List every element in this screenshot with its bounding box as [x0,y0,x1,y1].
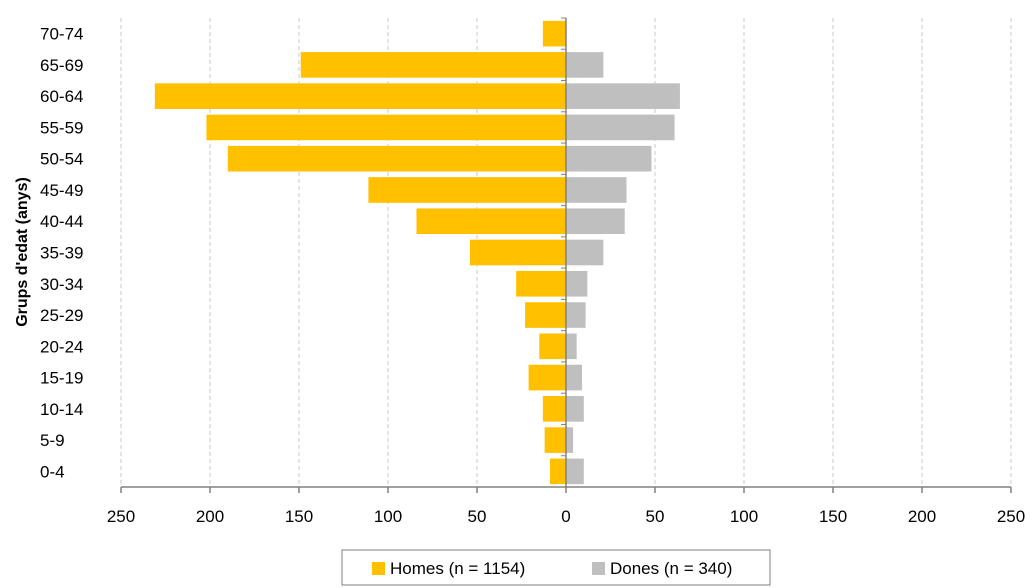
y-tick-label: 60-64 [40,87,83,106]
y-tick-label: 35-39 [40,244,83,263]
bar-dones-45-49 [566,177,627,203]
bar-dones-15-19 [566,364,583,391]
x-tick-label: 50 [646,507,665,526]
legend-box [341,549,771,586]
bar-homes-5-9 [544,427,566,453]
x-tick-label: 250 [107,507,135,526]
x-tick-label: 50 [468,507,487,526]
y-tick-labels: 0-4 5-9 10-14 15-19 20-24 25-29 30-34 35-39 40-4… [40,25,83,482]
bar-homes-65-69 [300,52,566,78]
bar-dones-55-59 [566,114,675,141]
bar-dones-5-9 [566,427,574,453]
bar-dones-30-34 [566,270,588,297]
bar-dones-20-24 [566,333,577,360]
bar-homes-55-59 [206,114,566,141]
y-tick-label: 25-29 [40,306,83,325]
bar-homes-20-24 [539,333,566,360]
legend-swatch-homes [372,562,385,575]
bar-homes-35-39 [469,239,566,266]
x-tick-label: 0 [561,507,570,526]
x-tick-label: 150 [819,507,847,526]
bar-homes-45-49 [368,177,566,203]
y-tick-label: 65-69 [40,56,83,75]
bar-homes-15-19 [528,364,566,391]
x-tick-label: 100 [730,507,758,526]
bar-dones-35-39 [566,239,604,266]
bar-dones-0-4 [566,458,584,485]
y-tick-label: 45-49 [40,181,83,200]
bar-dones-40-44 [566,208,625,235]
bar-dones-50-54 [566,145,652,172]
bar-dones-65-69 [566,52,604,78]
legend-swatch-dones [592,562,605,575]
bar-homes-40-44 [416,208,566,235]
y-axis-title: Grups d'edat (anys) [14,177,31,327]
x-tick-label: 100 [374,507,402,526]
x-tick-label: 150 [285,507,313,526]
bar-homes-70-74 [542,20,566,47]
bar-homes-10-14 [542,396,566,422]
x-tick-labels: 250 200 150 100 50 0 50 100 150 200 250 [107,507,1025,526]
x-tick-label: 200 [196,507,224,526]
x-tick-label: 250 [997,507,1025,526]
x-tick-label: 200 [908,507,936,526]
bars [154,20,680,485]
bar-dones-60-64 [566,83,680,109]
y-tick-label: 30-34 [40,275,83,294]
legend: Homes (n = 1154) Dones (n = 340) [341,549,771,586]
bar-dones-10-14 [566,396,584,422]
bar-homes-30-34 [516,270,566,297]
bar-homes-60-64 [154,83,566,109]
y-tick-label: 40-44 [40,212,83,231]
y-tick-label: 70-74 [40,25,83,44]
axes [120,17,1012,493]
legend-label-dones: Dones (n = 340) [610,559,732,578]
y-tick-label: 15-19 [40,369,83,388]
bar-homes-50-54 [227,145,567,172]
bar-homes-0-4 [549,458,566,485]
y-tick-label: 5-9 [40,431,65,450]
y-tick-label: 0-4 [40,462,65,481]
bar-dones-25-29 [566,302,586,328]
bar-homes-25-29 [525,302,566,328]
y-tick-label: 20-24 [40,337,83,356]
y-tick-label: 55-59 [40,118,83,137]
y-tick-label: 10-14 [40,400,83,419]
legend-label-homes: Homes (n = 1154) [390,559,525,578]
y-tick-label: 50-54 [40,150,83,169]
